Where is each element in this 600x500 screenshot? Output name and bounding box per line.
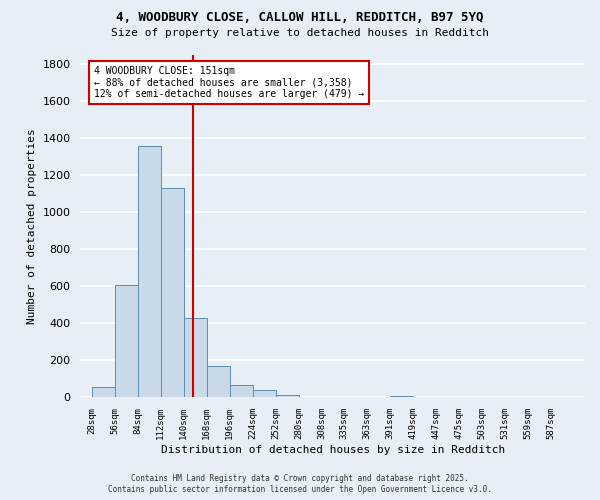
Bar xyxy=(390,396,413,398)
Bar xyxy=(253,390,275,398)
Text: Size of property relative to detached houses in Redditch: Size of property relative to detached ho… xyxy=(111,28,489,38)
Bar xyxy=(184,318,206,398)
Bar xyxy=(92,388,115,398)
Bar xyxy=(207,366,230,398)
Bar xyxy=(138,146,161,398)
Text: 4 WOODBURY CLOSE: 151sqm
← 88% of detached houses are smaller (3,358)
12% of sem: 4 WOODBURY CLOSE: 151sqm ← 88% of detach… xyxy=(94,66,364,100)
X-axis label: Distribution of detached houses by size in Redditch: Distribution of detached houses by size … xyxy=(161,445,505,455)
Text: Contains HM Land Registry data © Crown copyright and database right 2025.
Contai: Contains HM Land Registry data © Crown c… xyxy=(108,474,492,494)
Bar xyxy=(276,394,299,398)
Bar xyxy=(115,286,138,398)
Bar xyxy=(161,188,184,398)
Text: 4, WOODBURY CLOSE, CALLOW HILL, REDDITCH, B97 5YQ: 4, WOODBURY CLOSE, CALLOW HILL, REDDITCH… xyxy=(116,11,484,24)
Bar xyxy=(230,386,253,398)
Y-axis label: Number of detached properties: Number of detached properties xyxy=(27,128,37,324)
